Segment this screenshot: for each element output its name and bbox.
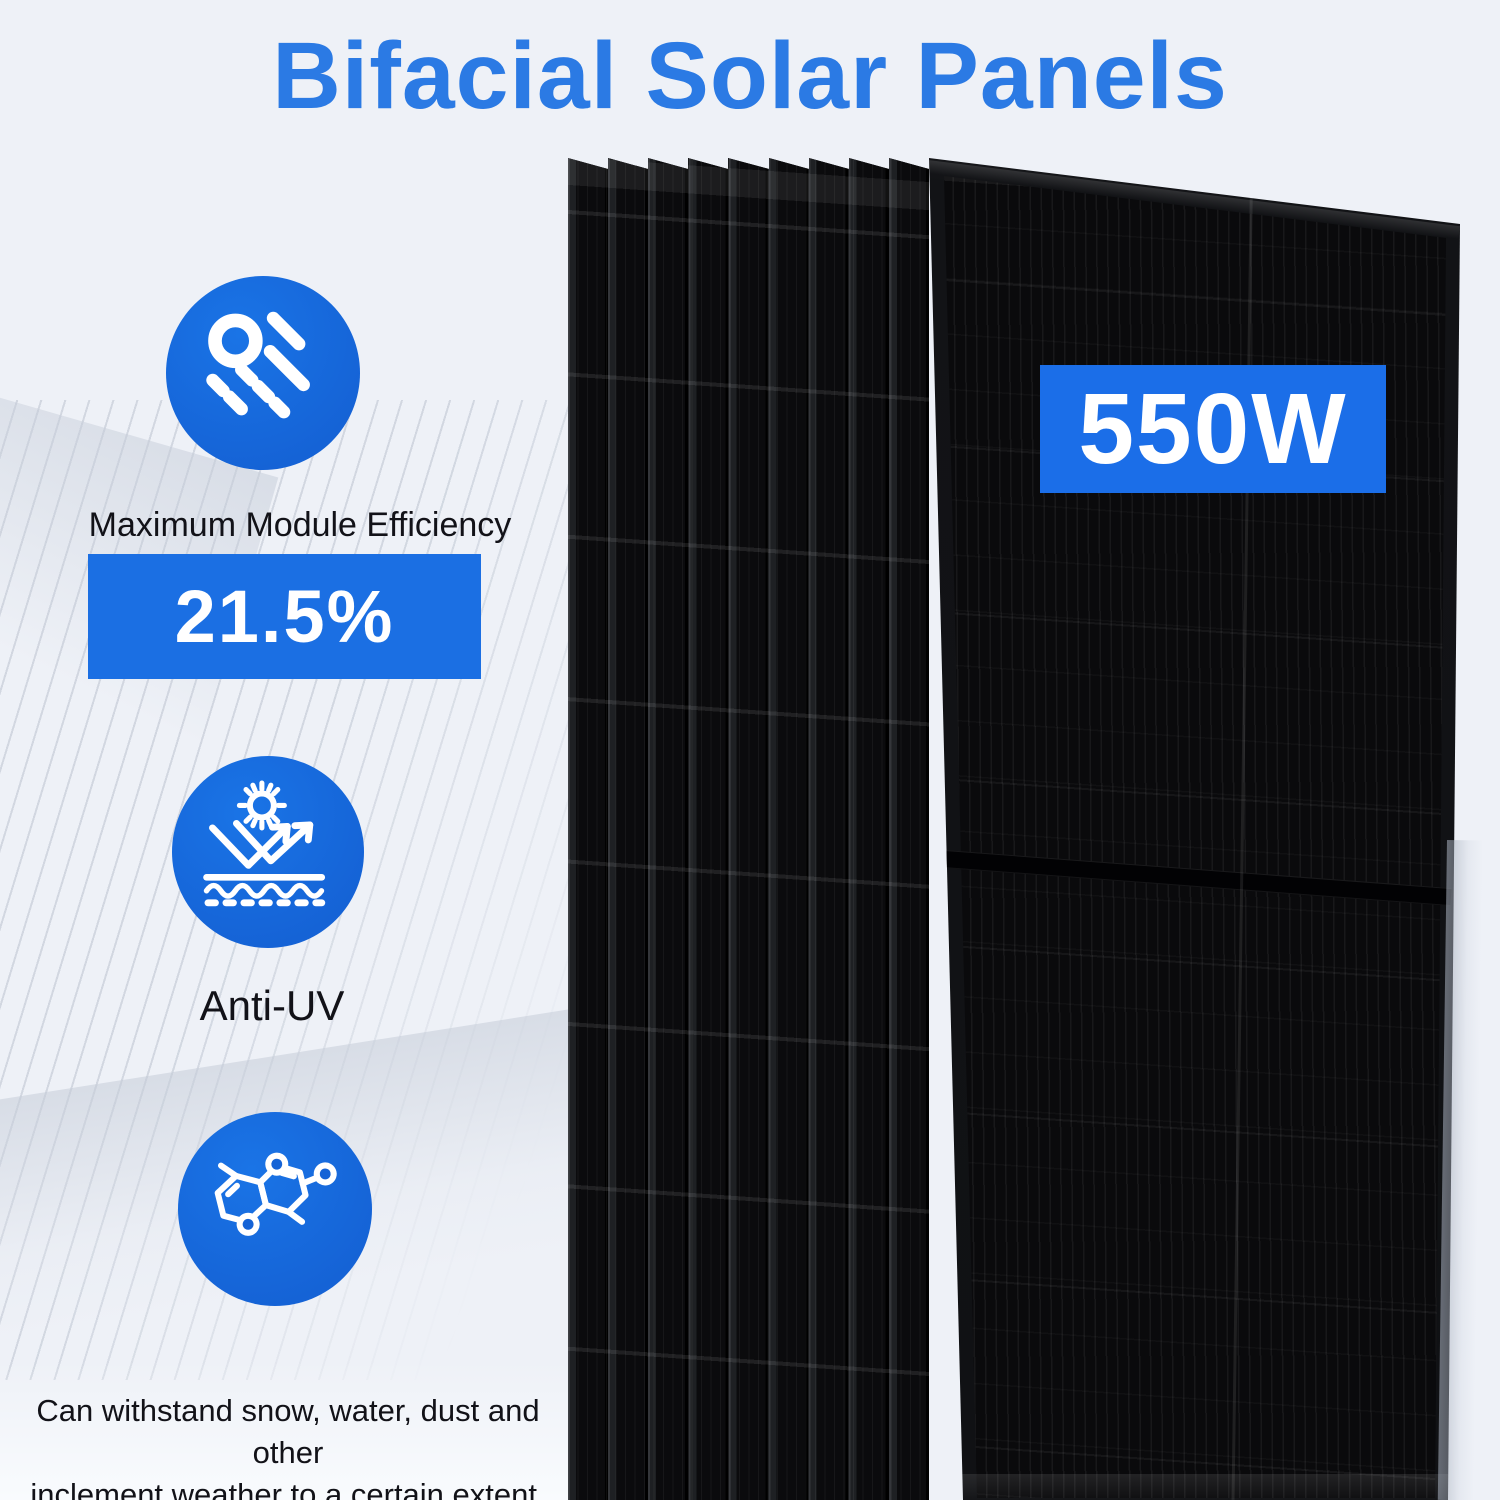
anti-uv-icon: [203, 780, 326, 907]
anti-uv-label: Anti-UV: [199, 982, 345, 1029]
anti-uv-feature-badge: [172, 756, 364, 948]
efficiency-label: Maximum Module Efficiency: [88, 506, 512, 544]
solar-panel-front: 550W: [929, 158, 1460, 1500]
background-bottom-glow: [0, 1360, 620, 1500]
weather-caption-line2: inclement weather to a certain extent.: [30, 1477, 546, 1500]
weather-caption: Can withstand snow, water, dust and othe…: [8, 1390, 568, 1500]
solar-panel-stack-back-panels: [568, 158, 929, 1500]
weather-caption-line1: Can withstand snow, water, dust and othe…: [36, 1393, 540, 1470]
sun-rays-icon: [206, 312, 311, 419]
efficiency-value: 21.5%: [174, 575, 395, 658]
efficiency-value-box: 21.5%: [88, 554, 481, 679]
molecule-icon: [215, 1153, 338, 1237]
weather-feature-badge: [178, 1112, 372, 1306]
wattage-badge-label: 550W: [1078, 372, 1348, 485]
wattage-badge: 550W: [1040, 365, 1386, 493]
panel-bottom-frame: [960, 1474, 1452, 1500]
page-title: Bifacial Solar Panels: [272, 23, 1228, 129]
solar-cells-grid: [944, 176, 1446, 1498]
efficiency-feature-badge: [166, 276, 360, 470]
